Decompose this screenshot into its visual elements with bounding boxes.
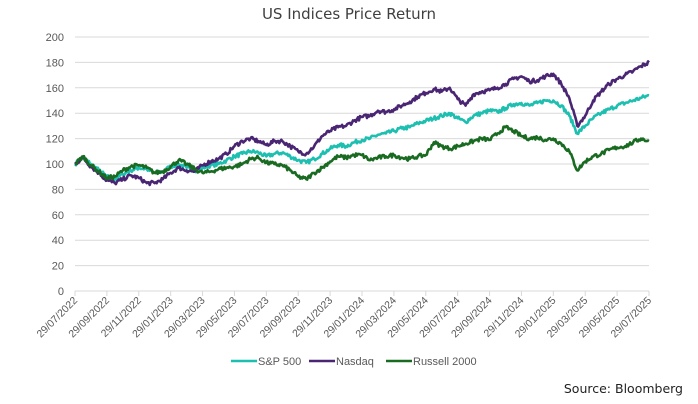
legend-item: Nasdaq — [309, 356, 374, 368]
series-line-russell-2000 — [74, 124, 650, 181]
y-tick-label: 60 — [52, 210, 64, 222]
y-tick-label: 100 — [46, 159, 64, 171]
legend-label: Nasdaq — [336, 356, 374, 368]
x-axis: 29/07/202229/09/202229/11/202229/01/2023… — [34, 290, 654, 340]
legend-item: Russell 2000 — [386, 356, 477, 368]
chart-title: US Indices Price Return — [262, 5, 436, 23]
y-tick-label: 180 — [46, 57, 64, 69]
gridlines — [75, 36, 649, 292]
legend-label: Russell 2000 — [413, 356, 477, 368]
y-tick-label: 20 — [52, 261, 64, 273]
y-tick-label: 120 — [46, 134, 64, 146]
y-tick-label: 140 — [46, 108, 64, 120]
series-line-nasdaq — [74, 60, 650, 187]
y-tick-label: 0 — [58, 286, 64, 298]
y-tick-label: 40 — [52, 235, 64, 247]
series-lines — [74, 60, 650, 187]
legend-label: S&P 500 — [258, 356, 301, 368]
series-line-s-p-500 — [74, 93, 650, 182]
legend-item: S&P 500 — [231, 356, 301, 368]
y-tick-label: 80 — [52, 184, 64, 196]
legend: S&P 500 Nasdaq Russell 2000 — [231, 356, 477, 368]
y-axis-ticks: 0 20 40 60 80 100 120 140 160 180 200 — [46, 32, 64, 298]
y-tick-label: 200 — [46, 32, 64, 44]
y-tick-label: 160 — [46, 83, 64, 95]
source-note: Source: Bloomberg — [564, 381, 683, 396]
